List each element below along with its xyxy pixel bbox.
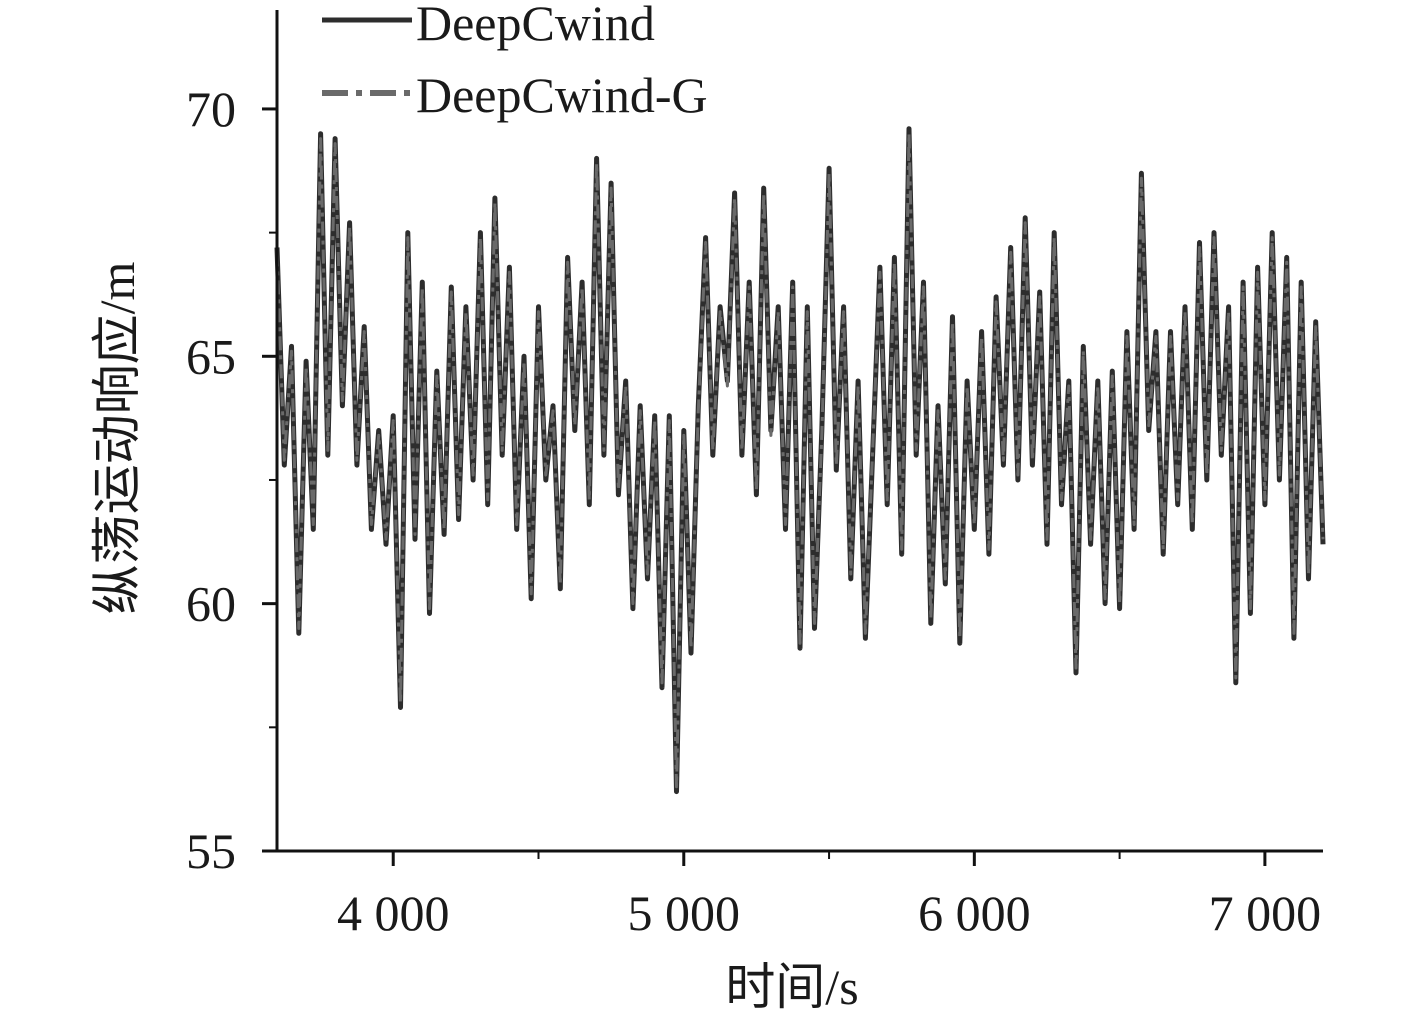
- legend-label-deepcwind: DeepCwind: [416, 0, 655, 51]
- y-tick-label: 55: [186, 823, 236, 879]
- x-tick-label: 7 000: [1209, 885, 1322, 941]
- legend: DeepCwind DeepCwind-G: [322, 0, 708, 123]
- y-axis-title: 纵荡运动响应/m: [89, 262, 145, 615]
- y-tick-label: 70: [186, 81, 236, 137]
- series-layer: [274, 126, 1326, 795]
- y-tick-label: 60: [186, 576, 236, 632]
- series-line-deepcwind-g: [275, 132, 1325, 789]
- x-tick-label: 5 000: [628, 885, 741, 941]
- x-axis-title: 时间/s: [725, 959, 858, 1014]
- ticks-layer: 4 000 5 000 6 000 7 000 55 60 65 70: [186, 81, 1321, 941]
- x-tick-label: 4 000: [337, 885, 450, 941]
- axes-layer: [262, 10, 1323, 853]
- legend-label-deepcwind-g: DeepCwind-G: [416, 67, 708, 123]
- series-line-deepcwind: [274, 126, 1326, 795]
- x-tick-label: 6 000: [918, 885, 1031, 941]
- y-tick-label: 65: [186, 328, 236, 384]
